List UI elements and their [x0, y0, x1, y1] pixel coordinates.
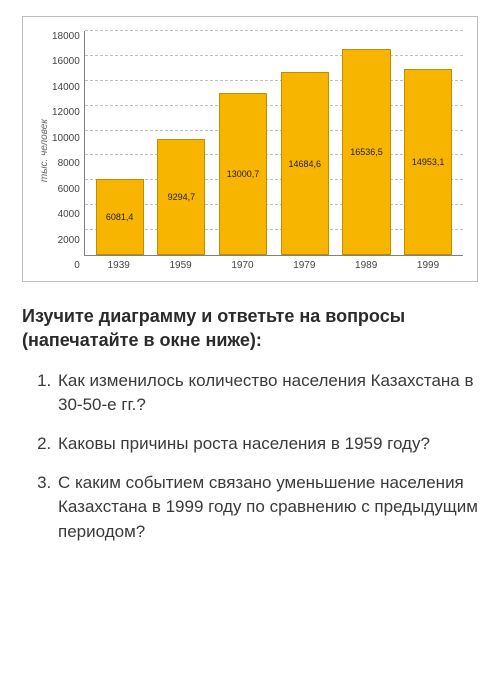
- bar-column: 16536,5: [336, 31, 398, 255]
- ytick: 16000: [52, 56, 80, 67]
- ytick: 14000: [52, 82, 80, 93]
- instructions-title: Изучите диаграмму и ответьте на вопросы …: [22, 304, 478, 353]
- ytick: 0: [74, 260, 80, 271]
- bar: 14684,6: [281, 72, 329, 255]
- content-card: тыс. человек 18000 16000 14000 12000 100…: [0, 0, 500, 582]
- xtick: 1979: [273, 260, 335, 271]
- bar-value-label: 6081,4: [106, 212, 134, 222]
- bar: 13000,7: [219, 93, 267, 255]
- bar-column: 14953,1: [397, 31, 459, 255]
- ytick: 10000: [52, 133, 80, 144]
- chart-area: тыс. человек 18000 16000 14000 12000 100…: [37, 31, 463, 271]
- bar: 14953,1: [404, 69, 452, 255]
- ytick: 12000: [52, 107, 80, 118]
- xtick: 1999: [397, 260, 459, 271]
- xtick: 1959: [150, 260, 212, 271]
- y-axis-ticks: 18000 16000 14000 12000 10000 8000 6000 …: [52, 31, 84, 271]
- y-axis-label: тыс. человек: [37, 119, 52, 182]
- bar-column: 9294,7: [151, 31, 213, 255]
- ytick: 4000: [58, 209, 80, 220]
- xtick: 1989: [335, 260, 397, 271]
- bar-column: 6081,4: [89, 31, 151, 255]
- bar-value-label: 14953,1: [412, 157, 445, 167]
- ytick: 2000: [58, 235, 80, 246]
- bar-column: 14684,6: [274, 31, 336, 255]
- ytick: 18000: [52, 31, 80, 42]
- ytick: 8000: [58, 158, 80, 169]
- ytick: 6000: [58, 184, 80, 195]
- plot-region: 6081,4 9294,7 13000,7 14684,6 16536,5 14953,1: [84, 31, 463, 256]
- bar: 6081,4: [96, 179, 144, 255]
- question-item: Каковы причины роста населения в 1959 го…: [56, 432, 478, 457]
- plot-wrap: 6081,4 9294,7 13000,7 14684,6 16536,5 14953,1…: [84, 31, 463, 271]
- bar: 9294,7: [157, 139, 205, 255]
- question-item: С каким событием связано уменьшение насе…: [56, 471, 478, 545]
- bar-value-label: 16536,5: [350, 147, 383, 157]
- x-axis-ticks: 1939 1959 1970 1979 1989 1999: [84, 256, 463, 271]
- instructions-block: Изучите диаграмму и ответьте на вопросы …: [22, 304, 478, 544]
- bar-value-label: 14684,6: [288, 159, 321, 169]
- chart-frame: тыс. человек 18000 16000 14000 12000 100…: [22, 16, 478, 282]
- bar-column: 13000,7: [212, 31, 274, 255]
- xtick: 1970: [212, 260, 274, 271]
- bar-value-label: 13000,7: [227, 169, 260, 179]
- bar: 16536,5: [342, 49, 390, 255]
- question-item: Как изменилось количество населения Каза…: [56, 369, 478, 418]
- bar-value-label: 9294,7: [168, 192, 196, 202]
- question-list: Как изменилось количество населения Каза…: [22, 369, 478, 545]
- xtick: 1939: [88, 260, 150, 271]
